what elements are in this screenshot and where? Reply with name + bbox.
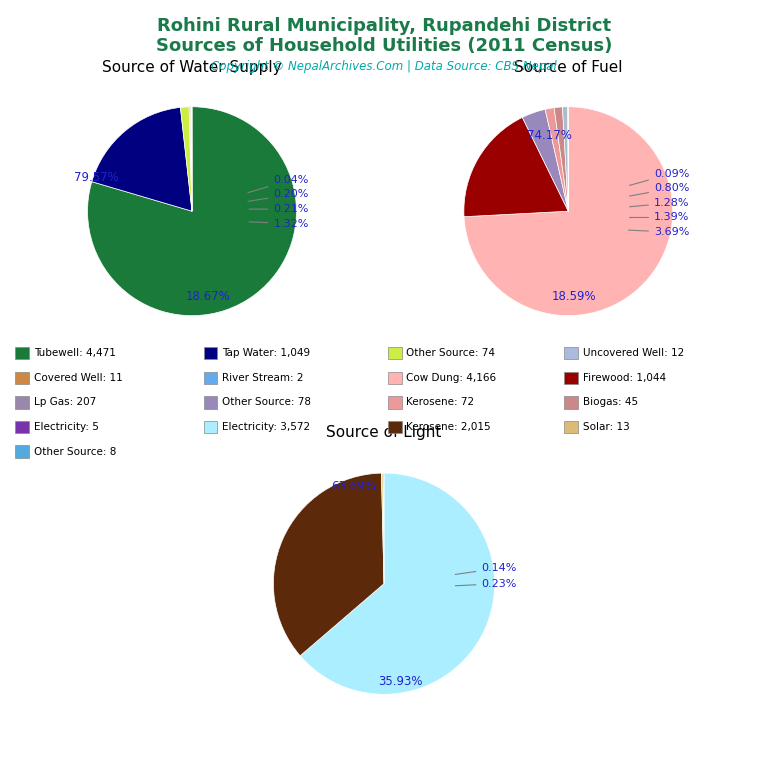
Title: Source of Water Supply: Source of Water Supply	[102, 61, 282, 75]
Text: 1.32%: 1.32%	[249, 219, 309, 229]
Wedge shape	[190, 107, 192, 211]
Text: Biogas: 45: Biogas: 45	[583, 397, 638, 408]
Text: 0.80%: 0.80%	[630, 184, 690, 196]
Text: 0.21%: 0.21%	[249, 204, 309, 214]
Text: Rohini Rural Municipality, Rupandehi District: Rohini Rural Municipality, Rupandehi Dis…	[157, 17, 611, 35]
Text: Cow Dung: 4,166: Cow Dung: 4,166	[406, 372, 496, 383]
Title: Source of Fuel: Source of Fuel	[514, 61, 623, 75]
Wedge shape	[464, 107, 673, 316]
Text: River Stream: 2: River Stream: 2	[222, 372, 303, 383]
Wedge shape	[522, 109, 568, 211]
Text: Solar: 13: Solar: 13	[583, 422, 630, 432]
Text: 79.57%: 79.57%	[74, 171, 118, 184]
Wedge shape	[189, 107, 192, 211]
Wedge shape	[383, 473, 384, 584]
Text: 35.93%: 35.93%	[379, 674, 423, 687]
Text: 74.17%: 74.17%	[527, 130, 572, 143]
Text: Electricity: 3,572: Electricity: 3,572	[222, 422, 310, 432]
Text: 1.39%: 1.39%	[630, 213, 690, 223]
Text: 0.04%: 0.04%	[248, 175, 309, 193]
Text: 0.14%: 0.14%	[455, 563, 517, 574]
Text: Tubewell: 4,471: Tubewell: 4,471	[34, 348, 116, 359]
Text: 3.69%: 3.69%	[628, 227, 690, 237]
Text: Other Source: 8: Other Source: 8	[34, 446, 116, 457]
Text: 0.23%: 0.23%	[455, 578, 517, 589]
Wedge shape	[180, 107, 192, 211]
Wedge shape	[382, 473, 384, 584]
Text: Electricity: 5: Electricity: 5	[34, 422, 98, 432]
Wedge shape	[464, 118, 568, 217]
Text: 0.20%: 0.20%	[248, 190, 309, 201]
Wedge shape	[562, 107, 568, 211]
Wedge shape	[92, 108, 192, 211]
Wedge shape	[88, 107, 296, 316]
Text: Sources of Household Utilities (2011 Census): Sources of Household Utilities (2011 Cen…	[156, 37, 612, 55]
Text: 18.59%: 18.59%	[551, 290, 596, 303]
Text: Other Source: 78: Other Source: 78	[222, 397, 311, 408]
Text: Other Source: 74: Other Source: 74	[406, 348, 495, 359]
Text: Lp Gas: 207: Lp Gas: 207	[34, 397, 96, 408]
Wedge shape	[554, 107, 568, 211]
Text: 0.09%: 0.09%	[630, 169, 690, 185]
Text: Firewood: 1,044: Firewood: 1,044	[583, 372, 666, 383]
Text: 63.69%: 63.69%	[331, 480, 376, 493]
Text: 18.67%: 18.67%	[185, 290, 230, 303]
Text: Copyright © NepalArchives.Com | Data Source: CBS Nepal: Copyright © NepalArchives.Com | Data Sou…	[211, 60, 557, 73]
Text: Kerosene: 2,015: Kerosene: 2,015	[406, 422, 491, 432]
Text: 1.28%: 1.28%	[630, 198, 690, 208]
Text: Uncovered Well: 12: Uncovered Well: 12	[583, 348, 684, 359]
Text: Kerosene: 72: Kerosene: 72	[406, 397, 475, 408]
Text: Covered Well: 11: Covered Well: 11	[34, 372, 123, 383]
Wedge shape	[273, 473, 384, 656]
Wedge shape	[300, 473, 495, 694]
Title: Source of Light: Source of Light	[326, 425, 442, 440]
Text: Tap Water: 1,049: Tap Water: 1,049	[222, 348, 310, 359]
Wedge shape	[545, 108, 568, 211]
